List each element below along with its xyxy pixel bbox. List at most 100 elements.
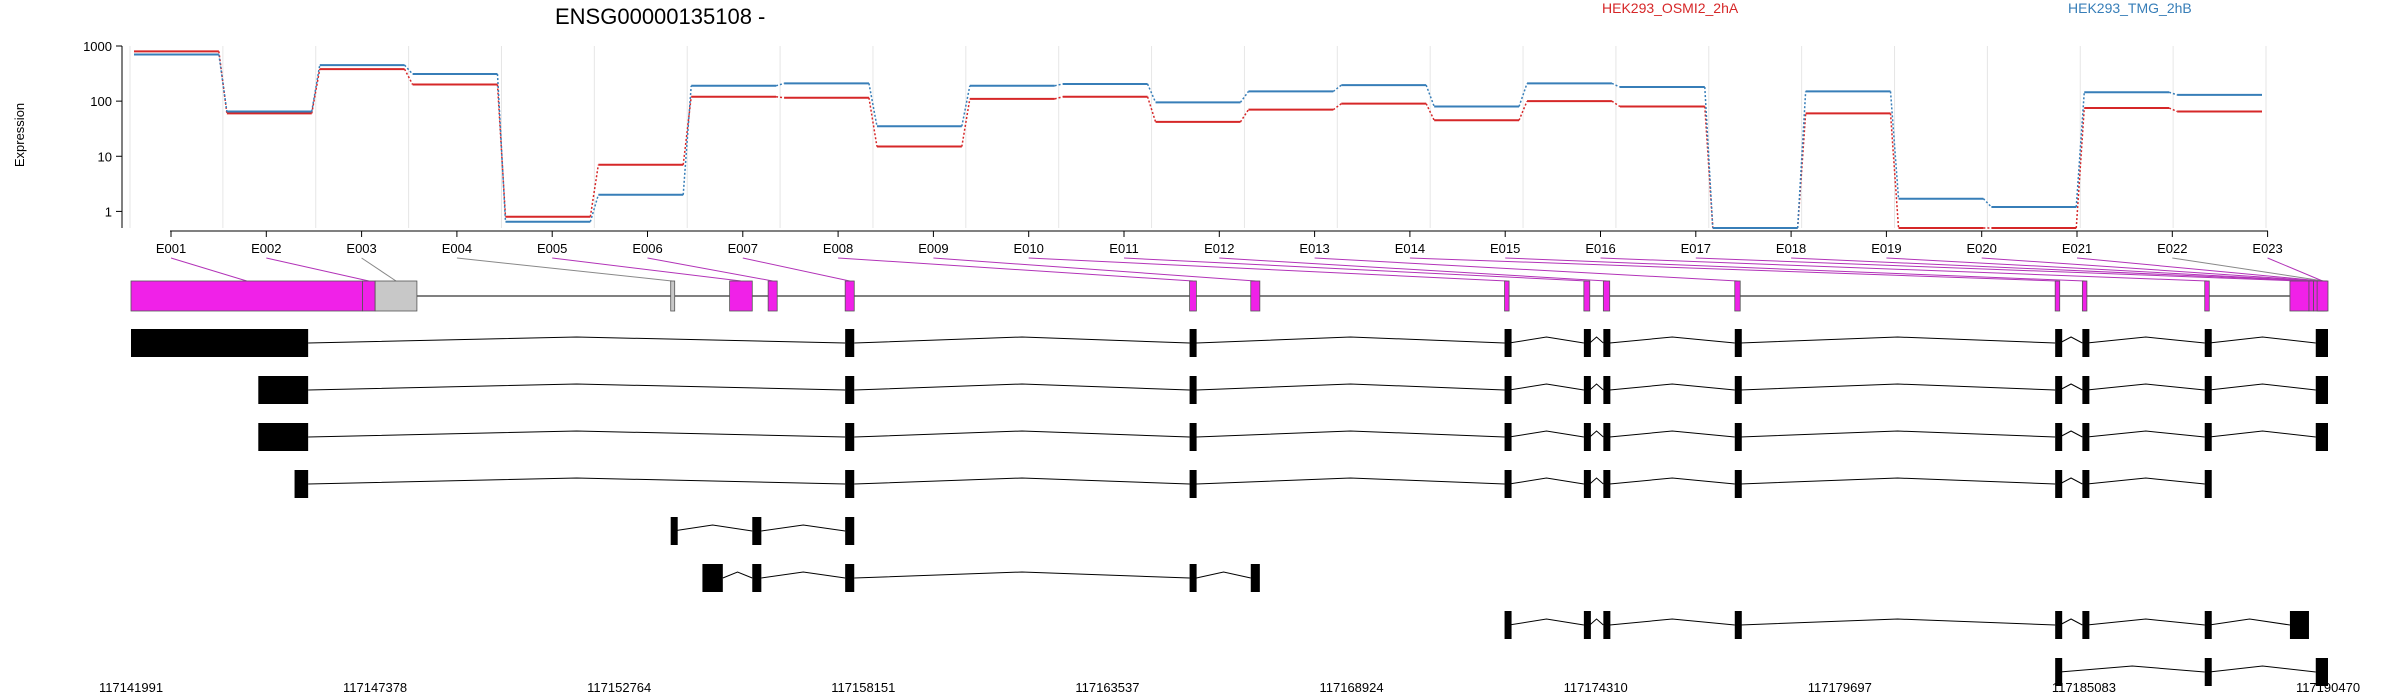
bin-connector bbox=[170, 257, 247, 282]
bin-connector bbox=[1028, 257, 1507, 282]
intron-line bbox=[1740, 430, 2056, 438]
intron-line bbox=[1740, 383, 2056, 391]
series-connector bbox=[1239, 109, 1250, 123]
transcript-exon bbox=[1189, 376, 1197, 404]
transcript-exon bbox=[1734, 423, 1742, 451]
x-tick-label: E019 bbox=[1871, 241, 1901, 256]
bin-connector bbox=[1791, 257, 2312, 282]
intron-line bbox=[2059, 665, 2205, 673]
series-connector bbox=[218, 54, 228, 112]
transcript-exon bbox=[1250, 564, 1260, 592]
intron-line bbox=[722, 571, 753, 579]
intron-line bbox=[1589, 618, 1604, 626]
expression-series bbox=[134, 50, 2262, 229]
bin-connector bbox=[2076, 257, 2322, 282]
exon-bin bbox=[2054, 280, 2061, 312]
series-connector bbox=[1332, 84, 1342, 93]
series-connector bbox=[775, 96, 785, 99]
series-connector bbox=[1518, 100, 1528, 121]
coordinate-label: 117147378 bbox=[343, 680, 407, 695]
x-tick-label: E021 bbox=[2062, 241, 2092, 256]
transcript-exon bbox=[845, 376, 855, 404]
transcript-exon bbox=[702, 564, 723, 592]
series-connector bbox=[403, 68, 414, 85]
transcript-exon bbox=[2315, 423, 2328, 451]
transcript-exon bbox=[2055, 658, 2063, 686]
intron-line bbox=[2209, 336, 2316, 344]
transcript-exon bbox=[2204, 329, 2212, 357]
series-connector bbox=[1146, 83, 1157, 103]
bin-connector bbox=[647, 257, 773, 282]
intron-line bbox=[1196, 383, 1505, 391]
coordinate-label: 117179697 bbox=[1808, 680, 1872, 695]
intron-line bbox=[2086, 336, 2205, 344]
intron-line bbox=[761, 524, 846, 532]
transcript-exon bbox=[2055, 611, 2063, 639]
x-tick-label: E003 bbox=[346, 241, 376, 256]
bin-connector bbox=[1219, 257, 1607, 282]
bin-connector bbox=[1695, 257, 2300, 282]
y-axis-label: Expression bbox=[12, 103, 27, 167]
transcript-exon bbox=[2055, 329, 2063, 357]
x-tick-label: E020 bbox=[1967, 241, 1997, 256]
transcript-exon bbox=[845, 329, 855, 357]
intron-line bbox=[308, 477, 846, 485]
bin-connector bbox=[552, 257, 742, 282]
intron-line bbox=[2086, 430, 2205, 438]
series-connector bbox=[961, 85, 971, 127]
transcript-exon bbox=[2082, 376, 2090, 404]
transcript-exon bbox=[1504, 376, 1512, 404]
intron-line bbox=[2086, 618, 2205, 626]
transcript-exon bbox=[752, 564, 762, 592]
series-connector bbox=[682, 96, 692, 165]
transcript-model bbox=[294, 470, 2212, 498]
transcript-model bbox=[1504, 611, 2309, 639]
exon-bin bbox=[1504, 280, 1510, 312]
coordinate-label: 117152764 bbox=[587, 680, 651, 695]
exon-bin bbox=[767, 280, 778, 312]
series-connector bbox=[496, 74, 507, 222]
intron-line bbox=[1509, 383, 1584, 391]
transcript-exon bbox=[2082, 470, 2090, 498]
bin-connector bbox=[1314, 257, 1738, 282]
transcript-exon bbox=[845, 517, 855, 545]
coordinate-label: 117190470 bbox=[2296, 680, 2360, 695]
intron-line bbox=[1589, 336, 1604, 344]
transcript-exon bbox=[294, 470, 309, 498]
transcript-exon bbox=[2082, 611, 2090, 639]
bin-connector bbox=[1505, 257, 2085, 282]
transcript-exon bbox=[2204, 470, 2212, 498]
transcript-exon bbox=[752, 517, 762, 545]
intron-line bbox=[1196, 477, 1505, 485]
series-connector bbox=[1889, 91, 1900, 199]
intron-line bbox=[2059, 430, 2083, 438]
series-connector bbox=[311, 69, 321, 114]
x-tick-label: E016 bbox=[1585, 241, 1615, 256]
transcript-exon bbox=[1189, 423, 1197, 451]
exon-bin bbox=[729, 280, 753, 312]
transcript-exon bbox=[1583, 423, 1591, 451]
series-connector bbox=[2075, 107, 2086, 229]
exon-bin bbox=[670, 280, 676, 312]
legend-series-2: HEK293_TMG_2hB bbox=[2068, 0, 2192, 16]
intron-line bbox=[1740, 336, 2056, 344]
intron-line bbox=[854, 336, 1190, 344]
intron-line bbox=[1196, 430, 1505, 438]
transcript-exon bbox=[1734, 376, 1742, 404]
series-connector bbox=[1796, 91, 1807, 229]
transcript-exon bbox=[845, 564, 855, 592]
transcript-exon bbox=[1583, 611, 1591, 639]
intron-line bbox=[1609, 336, 1735, 344]
intron-line bbox=[1740, 618, 2056, 626]
transcript-exon bbox=[1583, 329, 1591, 357]
bin-connector bbox=[742, 257, 850, 282]
x-tick-label: E007 bbox=[728, 241, 758, 256]
intron-line bbox=[308, 336, 846, 344]
intron-line bbox=[308, 430, 846, 438]
exon-bin bbox=[1734, 280, 1741, 312]
intron-line bbox=[2209, 618, 2291, 626]
intron-line bbox=[2209, 430, 2316, 438]
series-2 bbox=[134, 53, 2262, 229]
exon-bin bbox=[2204, 280, 2210, 312]
exon-boundary-grid bbox=[129, 46, 2267, 228]
